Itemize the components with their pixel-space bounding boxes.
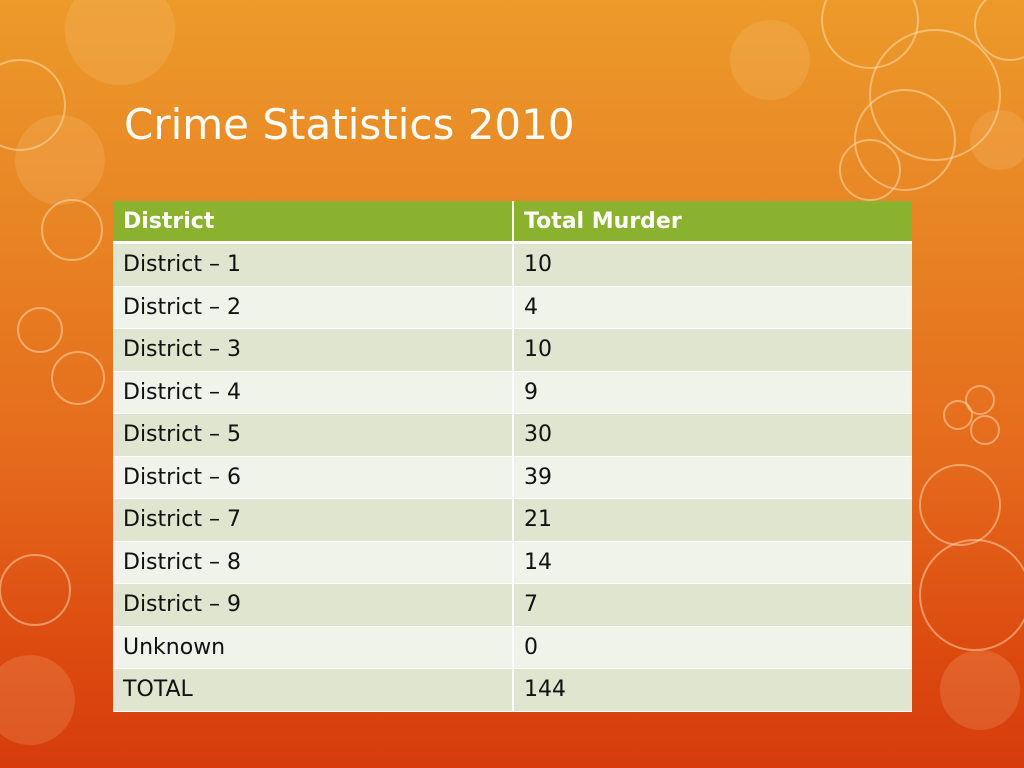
column-header-total-murder: Total Murder xyxy=(513,201,912,244)
murder-count-cell: 30 xyxy=(513,413,912,456)
table-header-row: District Total Murder xyxy=(113,201,912,244)
total-value-cell: 144 xyxy=(513,668,912,711)
murder-count-cell: 10 xyxy=(513,328,912,371)
table-row: District – 2 4 xyxy=(113,286,912,329)
district-cell: District – 3 xyxy=(113,328,514,371)
table-row: District – 3 10 xyxy=(113,328,912,371)
table-row: District – 1 10 xyxy=(113,242,912,286)
table-row: District – 6 39 xyxy=(113,456,912,499)
table-row: District – 4 9 xyxy=(113,371,912,414)
table-row-total: TOTAL 144 xyxy=(113,668,912,711)
district-cell: District – 4 xyxy=(113,371,514,414)
district-cell: District – 5 xyxy=(113,413,514,456)
district-cell: District – 1 xyxy=(113,242,514,286)
column-header-district: District xyxy=(113,201,514,244)
table-row: District – 8 14 xyxy=(113,541,912,584)
district-cell: District – 2 xyxy=(113,286,514,329)
district-cell: District – 8 xyxy=(113,541,514,584)
murder-count-cell: 0 xyxy=(513,626,912,669)
table-row: District – 5 30 xyxy=(113,413,912,456)
murder-count-cell: 10 xyxy=(513,242,912,286)
murder-count-cell: 9 xyxy=(513,371,912,414)
district-cell: Unknown xyxy=(113,626,514,669)
district-cell: District – 9 xyxy=(113,583,514,626)
table-row: Unknown 0 xyxy=(113,626,912,669)
murder-count-cell: 7 xyxy=(513,583,912,626)
murder-count-cell: 14 xyxy=(513,541,912,584)
crime-statistics-table: District Total Murder District – 1 10 Di… xyxy=(113,201,912,712)
total-label-cell: TOTAL xyxy=(113,668,514,711)
murder-count-cell: 39 xyxy=(513,456,912,499)
slide-title: Crime Statistics 2010 xyxy=(124,100,575,149)
district-cell: District – 7 xyxy=(113,498,514,541)
murder-count-cell: 21 xyxy=(513,498,912,541)
table-row: District – 9 7 xyxy=(113,583,912,626)
murder-count-cell: 4 xyxy=(513,286,912,329)
table-row: District – 7 21 xyxy=(113,498,912,541)
district-cell: District – 6 xyxy=(113,456,514,499)
